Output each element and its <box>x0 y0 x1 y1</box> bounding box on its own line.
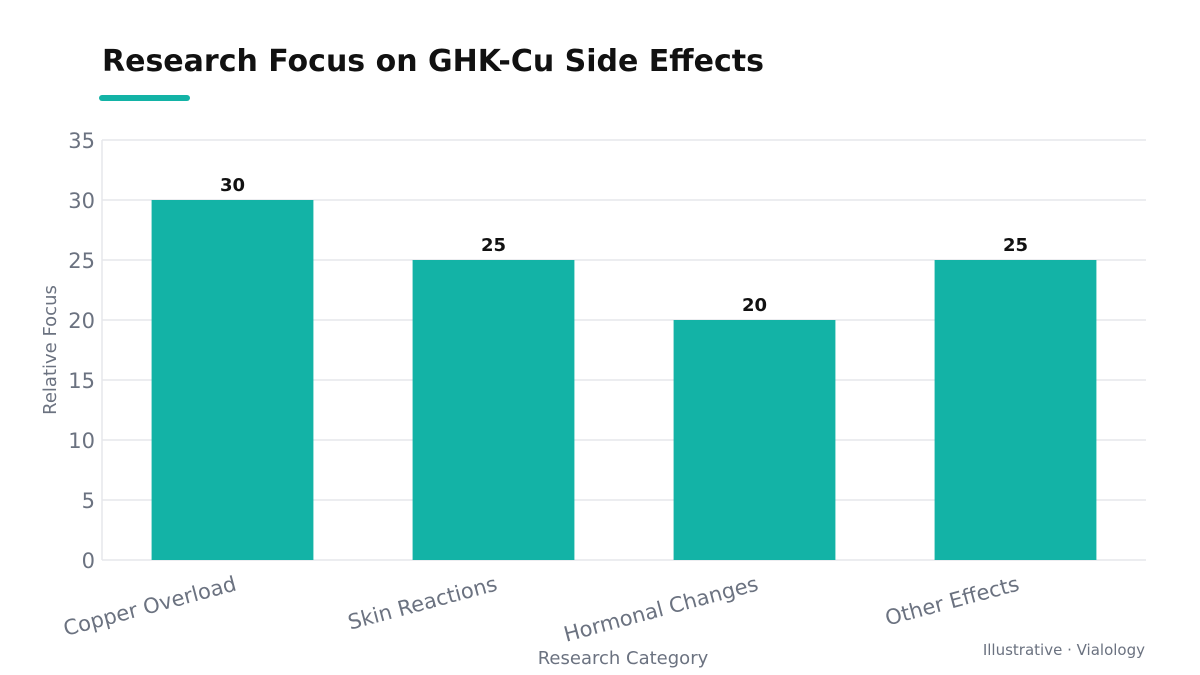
y-tick-label: 30 <box>68 189 95 213</box>
y-tick-label: 5 <box>82 489 95 513</box>
x-axis-ticks: Copper Overload Skin Reactions Hormonal Ch… <box>61 572 1022 647</box>
chart-title: Research Focus on GHK-Cu Side Effects <box>102 44 764 79</box>
data-label: 20 <box>742 295 767 316</box>
bar <box>934 260 1097 560</box>
x-axis-label: Research Category <box>538 648 709 669</box>
data-labels: 30 25 20 25 <box>220 175 1028 316</box>
x-tick-label: Hormonal Changes <box>561 572 761 647</box>
x-tick-label: Other Effects <box>883 572 1022 631</box>
footnote: Illustrative · Vialology <box>983 641 1145 659</box>
y-axis-label: Relative Focus <box>40 285 61 415</box>
y-axis-ticks: 0 5 10 15 20 25 30 35 <box>68 129 95 573</box>
x-tick-label: Copper Overload <box>61 572 239 641</box>
bars <box>151 200 1097 560</box>
y-tick-label: 25 <box>68 249 95 273</box>
y-tick-label: 0 <box>82 549 95 573</box>
y-tick-label: 10 <box>68 429 95 453</box>
y-tick-label: 20 <box>68 309 95 333</box>
data-label: 25 <box>481 235 506 256</box>
data-label: 25 <box>1003 235 1028 256</box>
y-tick-label: 35 <box>68 129 95 153</box>
y-tick-label: 15 <box>68 369 95 393</box>
bar <box>412 260 575 560</box>
title-accent-underline <box>99 95 190 101</box>
bar <box>151 200 314 560</box>
data-label: 30 <box>220 175 245 196</box>
x-tick-label: Skin Reactions <box>345 572 499 635</box>
bar <box>673 320 836 560</box>
